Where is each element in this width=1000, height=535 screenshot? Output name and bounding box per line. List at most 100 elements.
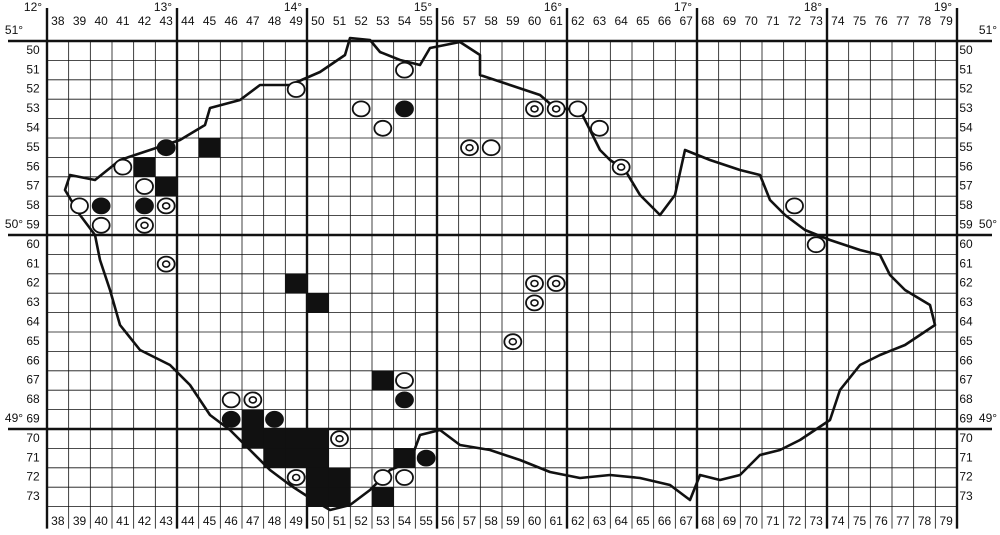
- record-square: [285, 429, 307, 449]
- record-open-circle: [221, 391, 241, 409]
- column-label: 55: [419, 514, 433, 528]
- record-square: [372, 370, 394, 391]
- row-label: 50: [959, 43, 973, 57]
- record-open-circle: [481, 139, 501, 157]
- record-filled-circle: [135, 197, 154, 215]
- record-open-circle: [373, 119, 393, 137]
- row-label: 61: [26, 256, 40, 270]
- column-label: 70: [744, 514, 758, 528]
- record-dot: [140, 221, 149, 230]
- longitude-label: 14°: [284, 0, 302, 14]
- column-label: 50: [311, 514, 325, 528]
- record-open-circle: [395, 469, 414, 486]
- column-label: 63: [593, 14, 607, 28]
- column-label: 39: [73, 14, 87, 28]
- column-label: 49: [289, 514, 303, 528]
- column-label: 77: [896, 14, 910, 28]
- latitude-label: 50°: [5, 217, 23, 231]
- record-open-circle: [395, 372, 414, 389]
- column-label: 76: [874, 514, 888, 528]
- column-label: 67: [679, 14, 693, 28]
- grid: [8, 8, 992, 529]
- row-label: 57: [26, 179, 40, 193]
- row-label: 67: [959, 373, 973, 387]
- column-label: 55: [419, 14, 433, 28]
- column-label: 48: [268, 14, 282, 28]
- column-label: 40: [94, 514, 108, 528]
- row-label: 53: [26, 101, 40, 115]
- record-dot: [161, 260, 171, 268]
- record-dotted-circle: [503, 333, 523, 351]
- row-label: 57: [959, 179, 973, 193]
- column-label: 77: [896, 514, 910, 528]
- column-label: 44: [181, 14, 195, 28]
- row-label: 50: [26, 43, 40, 57]
- column-label: 76: [874, 14, 888, 28]
- record-open-circle: [568, 100, 588, 118]
- column-label: 61: [549, 14, 563, 28]
- column-label: 73: [809, 514, 823, 528]
- column-label: 78: [918, 14, 932, 28]
- record-dot: [551, 105, 561, 113]
- labels: 38 38 39 39 40 40 41 41 42 42 43 43 44 44 45 45 46 46 47 47…: [5, 0, 997, 528]
- row-label: 73: [26, 489, 40, 503]
- record-square: [198, 138, 221, 158]
- row-label: 65: [959, 334, 973, 348]
- record-filled-circle: [265, 410, 284, 428]
- row-label: 52: [959, 82, 973, 96]
- column-label: 74: [831, 514, 845, 528]
- column-label: 51: [333, 14, 347, 28]
- column-label: 75: [853, 514, 867, 528]
- row-label: 68: [26, 392, 40, 406]
- record-open-circle: [590, 119, 609, 137]
- record-square: [307, 448, 329, 468]
- column-label: 65: [636, 514, 650, 528]
- column-label: 47: [246, 514, 260, 528]
- row-label: 64: [26, 314, 40, 328]
- latitude-label: 50°: [979, 217, 997, 231]
- longitude-label: 19°: [934, 0, 952, 14]
- column-label: 46: [224, 514, 238, 528]
- record-dotted-circle: [286, 469, 306, 486]
- column-label: 65: [636, 14, 650, 28]
- row-label: 63: [26, 295, 40, 309]
- row-label: 60: [959, 237, 973, 251]
- column-label: 72: [788, 14, 802, 28]
- row-label: 54: [26, 120, 40, 134]
- longitude-label: 15°: [414, 0, 432, 14]
- column-label: 66: [658, 514, 672, 528]
- column-label: 41: [116, 514, 130, 528]
- row-label: 72: [959, 470, 973, 484]
- row-label: 65: [26, 334, 40, 348]
- record-dot: [530, 299, 539, 307]
- row-label: 71: [26, 450, 40, 464]
- latitude-label: 49°: [979, 411, 997, 425]
- longitude-label: 18°: [804, 0, 822, 14]
- row-label: 62: [26, 276, 40, 290]
- column-label: 62: [571, 14, 585, 28]
- column-label: 60: [528, 14, 542, 28]
- row-label: 63: [959, 295, 973, 309]
- column-label: 75: [853, 14, 867, 28]
- row-label: 66: [959, 353, 973, 367]
- record-square: [307, 467, 329, 488]
- record-open-circle: [91, 216, 111, 234]
- record-dot: [291, 473, 301, 482]
- record-open-circle: [806, 236, 826, 254]
- column-label: 40: [94, 14, 108, 28]
- record-dotted-circle: [525, 100, 544, 118]
- record-dotted-circle: [546, 100, 566, 118]
- record-square: [307, 293, 329, 313]
- column-label: 59: [506, 514, 520, 528]
- record-filled-circle: [91, 197, 111, 215]
- record-dot: [465, 143, 474, 152]
- column-label: 43: [159, 514, 173, 528]
- record-square: [372, 487, 394, 507]
- column-label: 41: [116, 14, 130, 28]
- record-filled-circle: [395, 100, 414, 118]
- column-label: 68: [701, 14, 715, 28]
- column-label: 56: [441, 514, 455, 528]
- column-label: 53: [376, 514, 390, 528]
- row-label: 59: [26, 217, 40, 231]
